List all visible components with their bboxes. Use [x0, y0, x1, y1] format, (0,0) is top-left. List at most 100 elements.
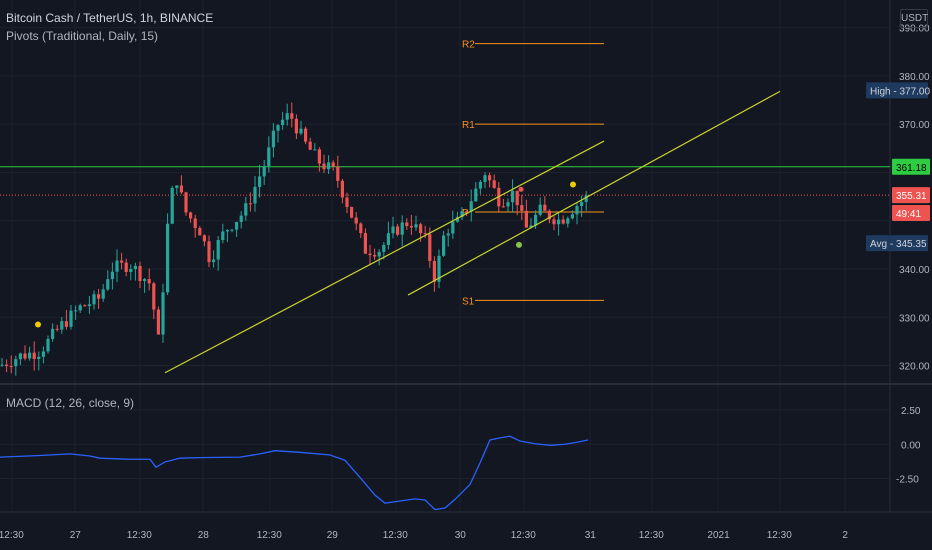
candle-body	[538, 204, 542, 215]
candle-body	[451, 221, 455, 234]
candle-body	[570, 214, 574, 219]
candle-body	[396, 226, 400, 235]
candle-body	[580, 201, 584, 207]
time-axis-label: 31	[585, 530, 597, 541]
candle-body	[386, 233, 390, 245]
candle-body	[87, 304, 91, 307]
candle-body	[221, 231, 225, 241]
candle-body	[474, 188, 478, 202]
candle-body	[299, 128, 303, 134]
symbol-title[interactable]: Bitcoin Cash / TetherUS, 1h, BINANCE	[6, 11, 214, 25]
candle-body	[414, 224, 418, 228]
time-axis-label: 2	[842, 530, 848, 541]
candle-body	[74, 310, 78, 312]
candle-body	[239, 215, 243, 223]
candle-body	[460, 211, 464, 218]
time-axis-label: 2021	[707, 530, 730, 541]
candle-body	[400, 222, 404, 235]
candle-body	[18, 353, 22, 360]
price-label-countdown-text: 49:41	[896, 209, 921, 220]
signal-dot-yellow	[35, 321, 41, 328]
candle-body	[304, 128, 308, 142]
candle-body	[97, 294, 101, 299]
candle-body	[478, 181, 482, 189]
candle-body	[207, 241, 211, 263]
candle-body	[331, 162, 335, 167]
candle-body	[175, 185, 179, 188]
candle-body	[442, 235, 446, 256]
candle-body	[106, 279, 110, 290]
candle-body	[520, 205, 524, 211]
candle-body	[69, 310, 73, 327]
pivot-label-r1: R1	[462, 120, 475, 131]
time-axis-label: 30	[455, 530, 467, 541]
candle-body	[359, 223, 363, 234]
time-axis-label: 12:30	[511, 530, 536, 541]
candle-body	[446, 233, 450, 236]
candle-body	[244, 203, 248, 216]
macd-indicator-title[interactable]: MACD (12, 26, close, 9)	[6, 396, 135, 410]
time-axis-label: 29	[327, 530, 339, 541]
signal-dot-green	[516, 241, 522, 248]
candle-body	[152, 283, 156, 310]
candle-body	[354, 217, 358, 224]
candle-body	[23, 353, 27, 359]
candle-body	[419, 224, 423, 234]
candle-body	[253, 186, 257, 204]
time-axis-label: 27	[70, 530, 82, 541]
price-label-last	[892, 187, 930, 204]
price-label-avg-text: Avg - 345.35	[870, 239, 927, 250]
candle-body	[515, 190, 519, 206]
candle-body	[271, 130, 275, 148]
candle-body	[322, 163, 326, 170]
candle-body	[120, 260, 124, 263]
candle-body	[465, 211, 469, 213]
candle-body	[377, 251, 381, 257]
candle-body	[409, 226, 413, 228]
pivot-label-s1: S1	[462, 296, 475, 307]
candle-body	[373, 255, 377, 257]
candle-body	[566, 218, 570, 224]
price-tick-label: 370.00	[899, 120, 930, 131]
candle-body	[382, 244, 386, 252]
candle-body	[350, 206, 354, 218]
candle-body	[428, 234, 432, 261]
currency-button[interactable]: USDT	[900, 9, 928, 28]
price-tick-label: 320.00	[899, 362, 930, 373]
candle-body	[110, 271, 114, 280]
candle-body	[161, 292, 165, 335]
candle-body	[345, 197, 349, 207]
price-label-countdown	[892, 204, 930, 221]
candle-body	[561, 219, 565, 224]
pivots-indicator-title[interactable]: Pivots (Traditional, Daily, 15)	[6, 29, 159, 43]
candle-body	[41, 351, 45, 357]
candle-body	[432, 260, 436, 282]
pivot-label-r2: R2	[462, 40, 475, 51]
candle-body	[391, 226, 395, 234]
candle-body	[506, 202, 510, 207]
candle-body	[469, 201, 473, 212]
time-axis-label: 28	[198, 530, 210, 541]
candle-body	[290, 113, 294, 119]
price-label-resistance-text: 361.18	[896, 163, 927, 174]
price-tick-label: 340.00	[899, 265, 930, 276]
candle-body	[437, 255, 441, 282]
candle-body	[216, 240, 220, 260]
candle-body	[28, 352, 32, 359]
candle-body	[51, 328, 55, 339]
candle-body	[262, 165, 266, 177]
trendline-upper-channel[interactable]	[164, 140, 605, 374]
candle-body	[202, 235, 206, 242]
candle-body	[511, 190, 515, 203]
candle-body	[143, 279, 147, 281]
price-label-avg	[866, 235, 928, 252]
trendline-lower-channel[interactable]	[407, 90, 781, 296]
candle-body	[368, 253, 372, 256]
candle-body	[60, 321, 64, 330]
candle-body	[285, 113, 289, 120]
candle-body	[138, 265, 142, 281]
candle-body	[483, 175, 487, 182]
candle-body	[124, 262, 128, 272]
